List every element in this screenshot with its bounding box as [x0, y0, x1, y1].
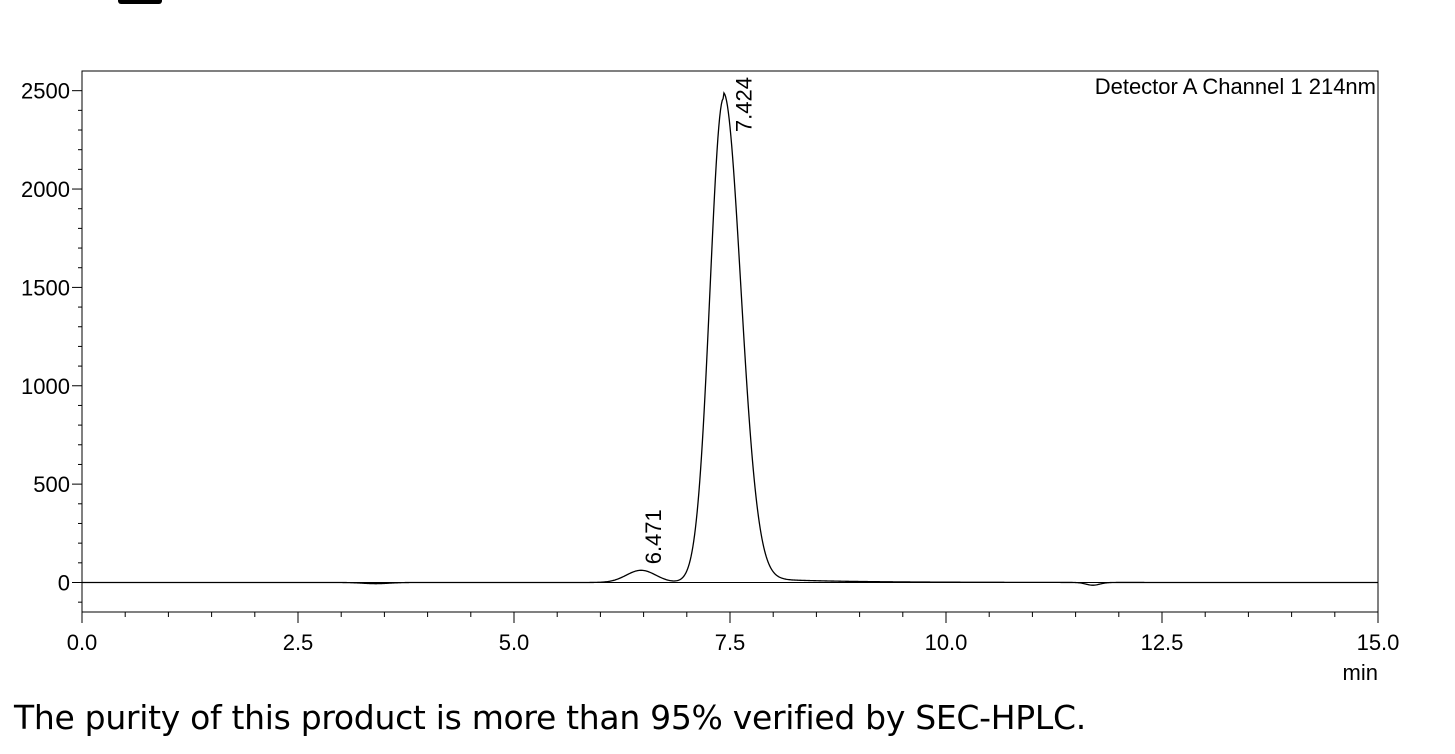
y-tick-label: 500 [33, 472, 70, 497]
purity-caption: The purity of this product is more than … [14, 698, 1086, 737]
y-tick-label: 2500 [21, 79, 70, 104]
y-tick-label: 1000 [21, 374, 70, 399]
peak-label: 6.471 [641, 509, 666, 564]
y-tick-label: 0 [58, 570, 70, 595]
x-axis: 0.0 2.5 5.0 7.5 10.0 12.5 15.0 [67, 612, 1400, 655]
peak-label: 7.424 [731, 77, 756, 132]
x-tick-label: 12.5 [1141, 630, 1184, 655]
chromatogram-trace [82, 91, 1378, 586]
y-tick-label: 1500 [21, 275, 70, 300]
x-unit-label: min [1343, 660, 1378, 685]
chromatogram-chart: 0 500 1000 1500 2000 2500 0.0 2.5 5.0 7.5 10.0 12.… [21, 70, 1400, 685]
x-tick-label: 15.0 [1357, 630, 1400, 655]
x-tick-label: 2.5 [283, 630, 314, 655]
x-tick-label: 7.5 [715, 630, 746, 655]
plot-frame [81, 70, 1379, 613]
x-tick-label: 10.0 [925, 630, 968, 655]
x-tick-label: 0.0 [67, 630, 98, 655]
detector-label: Detector A Channel 1 214nm [1095, 74, 1376, 99]
y-axis: 0 500 1000 1500 2000 2500 [21, 79, 82, 603]
x-tick-label: 5.0 [499, 630, 530, 655]
y-tick-label: 2000 [21, 177, 70, 202]
peak-labels: 6.471 7.424 [641, 77, 756, 564]
header-text-fragment [118, 0, 162, 4]
